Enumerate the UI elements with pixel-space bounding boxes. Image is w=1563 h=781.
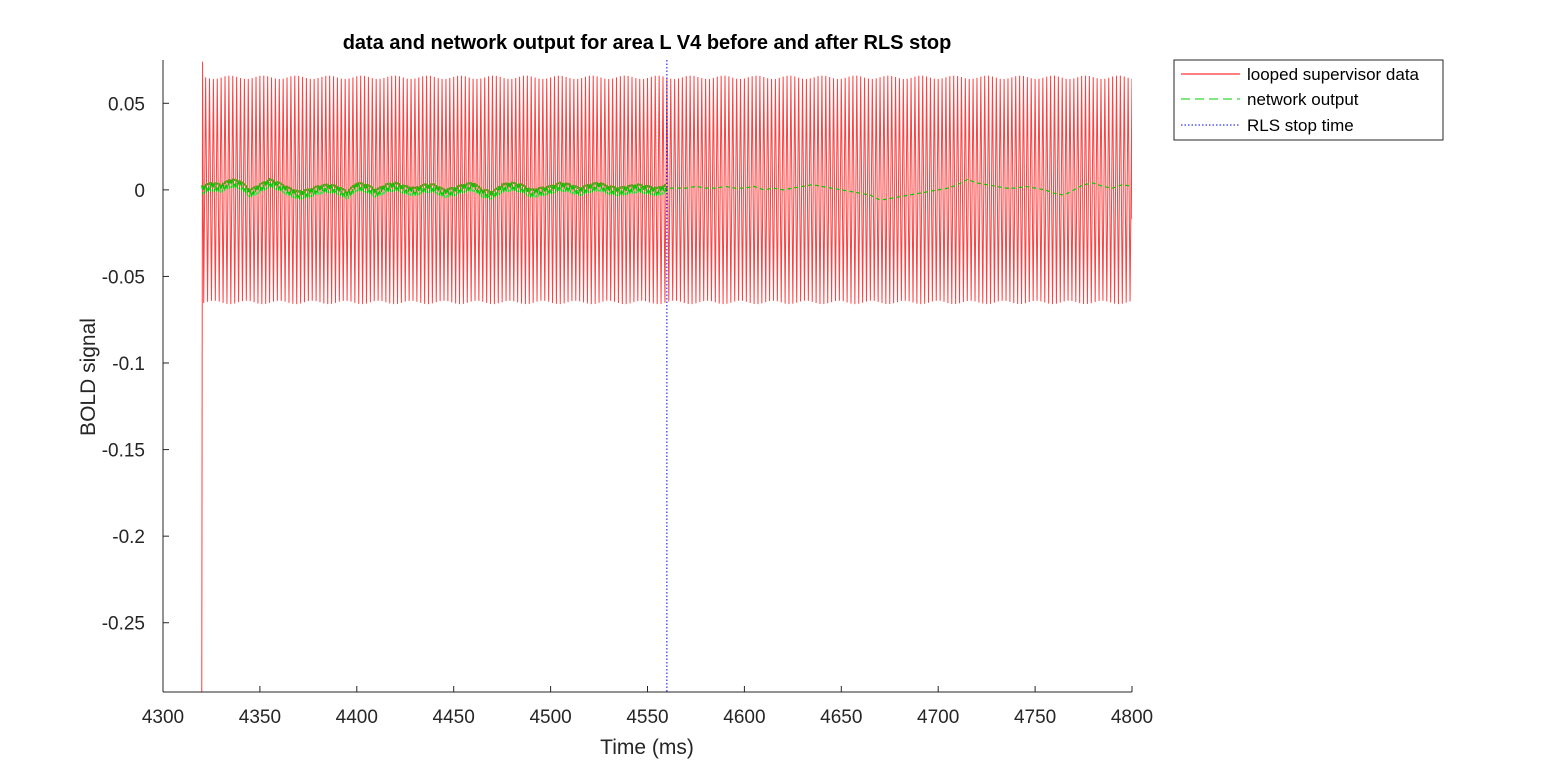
- axes: 4300 4350 4400 4450 4500 4550 4600 4650 4700 4750…: [102, 60, 1153, 728]
- y-tick-label: -0.05: [102, 267, 145, 288]
- x-tick-label: 4600: [723, 707, 765, 728]
- x-tick-label: 4750: [1014, 707, 1056, 728]
- x-tick-label: 4450: [433, 707, 475, 728]
- x-tick-label: 4650: [820, 707, 862, 728]
- y-tick-label: 0: [134, 181, 145, 202]
- x-tick-label: 4700: [917, 707, 959, 728]
- x-tick-label: 4500: [529, 707, 571, 728]
- x-tick-label: 4400: [336, 707, 378, 728]
- y-tick-label: -0.25: [102, 614, 145, 635]
- x-tick-label: 4800: [1111, 707, 1153, 728]
- legend-label-rls-stop-time: RLS stop time: [1247, 116, 1354, 135]
- legend-box: [1173, 59, 1444, 141]
- chart-title: data and network output for area L V4 be…: [343, 32, 952, 54]
- x-tick-label: 4550: [626, 707, 668, 728]
- legend-label-looped-supervisor-data: looped supervisor data: [1247, 65, 1420, 84]
- plot-area: [201, 60, 1132, 692]
- y-tick-label: -0.2: [112, 527, 145, 548]
- y-tick-label: -0.1: [112, 354, 145, 375]
- legend-label-network-output: network output: [1247, 90, 1359, 109]
- y-tick-label: -0.15: [102, 441, 145, 462]
- series-line-network-output: [201, 178, 1132, 201]
- x-tick-label: 4300: [142, 707, 184, 728]
- legend: looped supervisor data network output RL…: [1173, 59, 1444, 141]
- y-axis-title: BOLD signal: [77, 318, 100, 436]
- y-tick-label: 0.05: [108, 94, 145, 115]
- x-axis-title: Time (ms): [600, 736, 694, 759]
- x-tick-label: 4350: [239, 707, 281, 728]
